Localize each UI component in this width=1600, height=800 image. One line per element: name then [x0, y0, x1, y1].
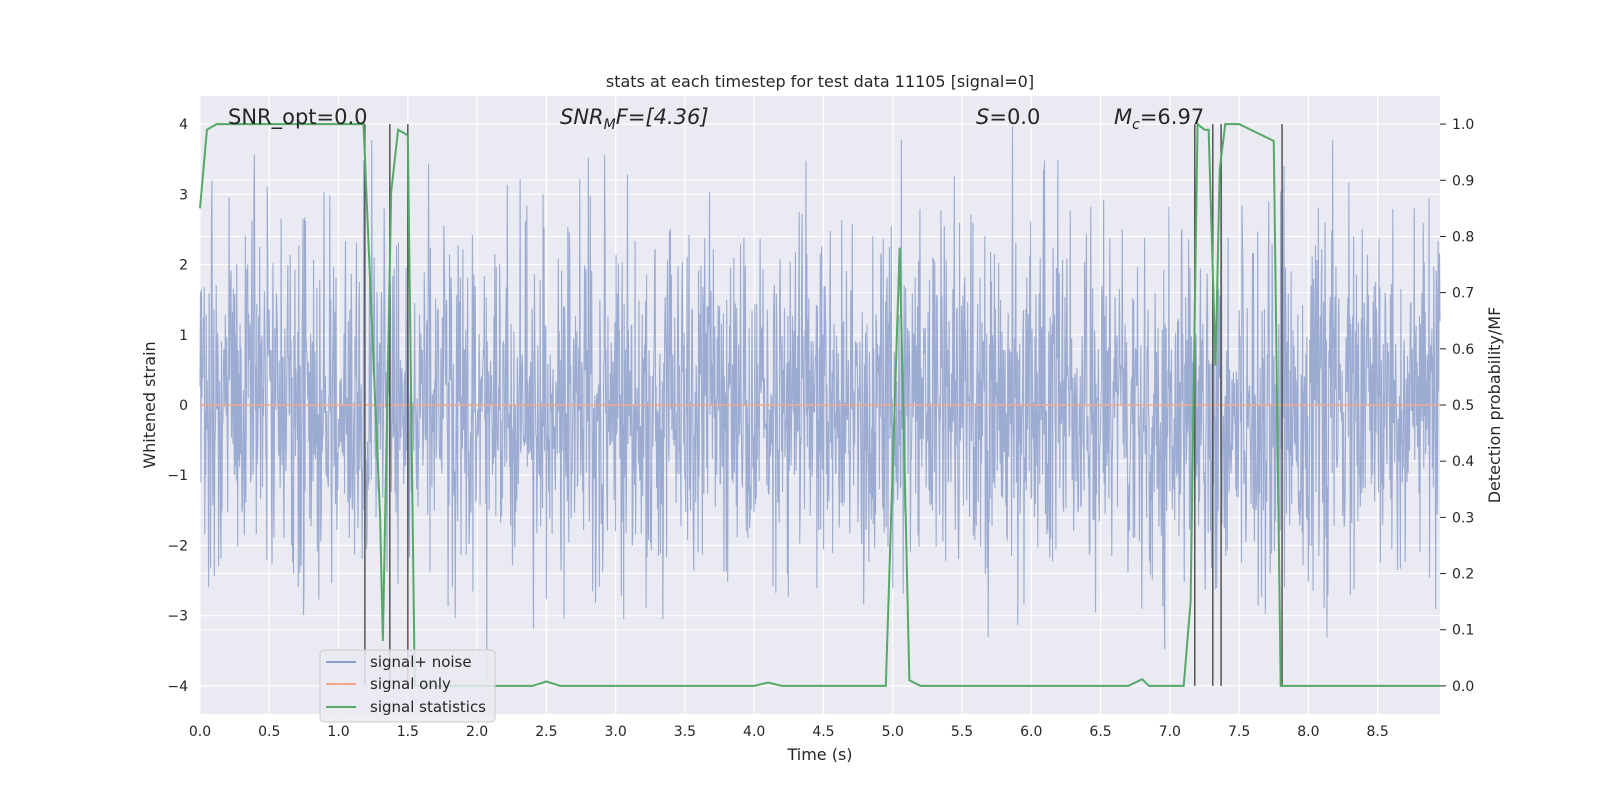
annotation-snr-opt: SNR_opt=0.0: [228, 105, 368, 130]
y2-tick-label: 0.2: [1452, 567, 1474, 583]
x-tick-label: 1.5: [397, 724, 419, 740]
x-tick-label: 2.0: [466, 724, 488, 740]
series-signal-noise: [199, 126, 1441, 683]
y-tick-label: −3: [167, 609, 188, 625]
annotation-mc: Mc=6.97: [1114, 105, 1204, 133]
mc-suffix: =6.97: [1140, 105, 1204, 129]
series-signal-statistics: [199, 122, 1440, 687]
x-tick-label: 6.0: [1020, 724, 1042, 740]
y2-tick-label: 0.0: [1452, 679, 1474, 695]
mc-sub: c: [1132, 117, 1140, 133]
snr-mf-sub: M: [604, 117, 616, 133]
y-tick-label: −4: [167, 679, 188, 695]
x-tick-label: 8.5: [1367, 724, 1389, 740]
snr-mf-suffix: F=[4.36]: [616, 105, 709, 129]
y-tick-label: 1: [179, 328, 188, 344]
legend-label-signal-noise: signal+ noise: [370, 653, 472, 671]
y2-tick-label: 0.5: [1452, 398, 1474, 414]
x-tick-label: 7.0: [1159, 724, 1181, 740]
legend-label-signal-statistics: signal statistics: [370, 698, 486, 716]
x-tick-label: 5.5: [951, 724, 973, 740]
legend-label-signal-only: signal only: [370, 675, 451, 693]
x-tick-label: 2.5: [535, 724, 557, 740]
y2-tick-label: 0.7: [1452, 286, 1474, 302]
y-axis-label: Whitened strain: [140, 341, 159, 468]
mc-prefix: M: [1114, 105, 1132, 129]
chart-title: stats at each timestep for test data 111…: [606, 72, 1034, 91]
y-tick-label: −2: [167, 538, 188, 554]
y-tick-label: 4: [179, 117, 188, 133]
y2-tick-label: 0.1: [1452, 623, 1474, 639]
y2-tick-label: 1.0: [1452, 117, 1474, 133]
y2-tick-label: 0.4: [1452, 454, 1474, 470]
y2-tick-label: 0.6: [1452, 342, 1474, 358]
y-tick-label: 0: [179, 398, 188, 414]
legend: signal+ noise signal only signal statist…: [319, 649, 496, 723]
signal-noise-line: [199, 126, 1441, 683]
s-prefix: S: [976, 105, 989, 129]
axis-ticks: 0.0 0.5 1.0 1.5 2.0 2.5 3.0 3.5 4.0 4.5 5.0 5.5 6.0 6…: [167, 117, 1474, 740]
x-tick-label: 5.0: [882, 724, 904, 740]
annotation-snr-mf: SNRMF=[4.36]: [560, 105, 709, 133]
x-tick-label: 0.5: [258, 724, 280, 740]
x-tick-label: 1.0: [327, 724, 349, 740]
x-tick-label: 6.5: [1089, 724, 1111, 740]
x-tick-label: 8.0: [1297, 724, 1319, 740]
y-tick-label: 3: [179, 187, 188, 203]
signal-statistics-line: [199, 122, 1440, 687]
y2-tick-label: 0.3: [1452, 510, 1474, 526]
x-axis-label: Time (s): [786, 745, 852, 764]
y2-axis-label: Detection probability/MF: [1485, 307, 1504, 504]
snr-mf-prefix: SNR: [560, 105, 604, 129]
y2-tick-label: 0.9: [1452, 173, 1474, 189]
x-tick-label: 4.5: [812, 724, 834, 740]
s-suffix: =0.0: [989, 105, 1040, 129]
x-tick-label: 0.0: [189, 724, 211, 740]
x-tick-label: 4.0: [743, 724, 765, 740]
x-tick-label: 3.5: [674, 724, 696, 740]
marker-vlines: [364, 124, 1283, 686]
legend-box: [319, 649, 496, 723]
annotation-s: S=0.0: [976, 105, 1040, 129]
y-tick-label: 2: [179, 258, 188, 274]
x-tick-label: 7.5: [1228, 724, 1250, 740]
x-tick-label: 3.0: [605, 724, 627, 740]
y-tick-label: −1: [167, 468, 188, 484]
y2-tick-label: 0.8: [1452, 229, 1474, 245]
